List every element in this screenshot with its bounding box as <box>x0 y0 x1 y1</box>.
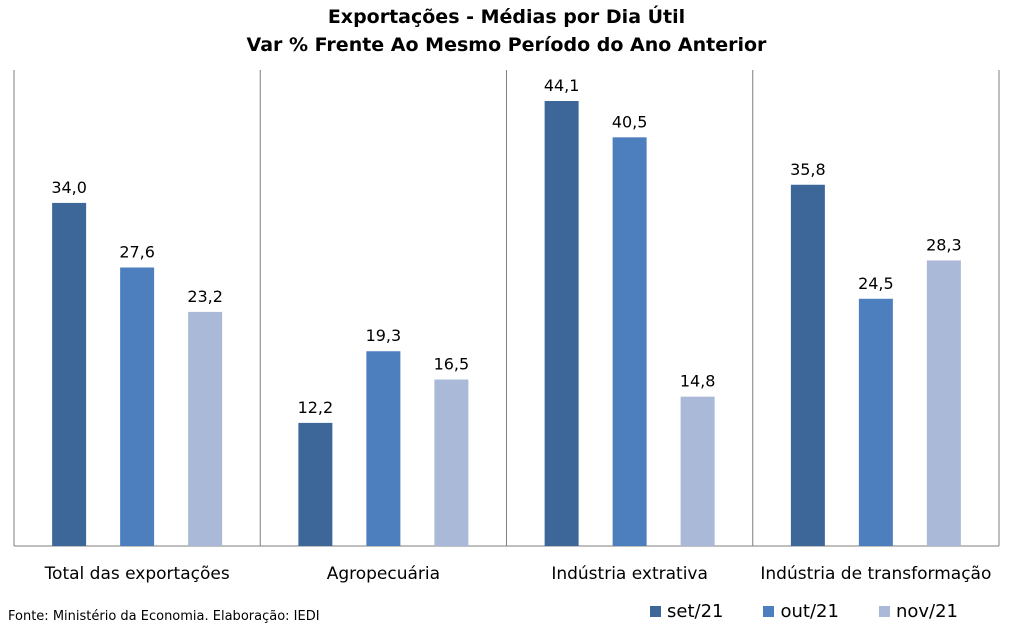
bar <box>434 379 469 546</box>
bar <box>188 311 223 546</box>
data-label: 24,5 <box>858 274 894 293</box>
bar <box>790 184 825 546</box>
category-label: Agropecuária <box>327 564 440 584</box>
data-label: 14,8 <box>680 372 716 391</box>
bar <box>366 351 401 546</box>
chart-title: Exportações - Médias por Dia Útil <box>327 6 686 28</box>
chart-subtitle: Var % Frente Ao Mesmo Período do Ano Ant… <box>246 34 767 56</box>
data-label: 19,3 <box>366 326 402 345</box>
data-label: 23,2 <box>187 287 223 306</box>
data-label: 27,6 <box>119 242 155 261</box>
bar <box>298 422 333 546</box>
bar <box>926 260 961 546</box>
bar <box>544 101 579 546</box>
bar <box>120 267 155 546</box>
data-label: 44,1 <box>544 76 580 95</box>
legend-swatch <box>878 606 890 617</box>
source-note: Fonte: Ministério da Economia. Elaboraçã… <box>8 609 320 624</box>
legend-item: set/21 <box>650 601 723 622</box>
legend-swatch <box>650 606 661 617</box>
data-label: 40,5 <box>612 112 648 131</box>
category-label: Indústria de transformação <box>760 564 991 584</box>
legend: set/21 out/21 nov/21 <box>650 601 958 622</box>
bar <box>52 202 87 546</box>
data-label: 28,3 <box>926 235 962 254</box>
legend-swatch <box>763 606 775 617</box>
bar <box>612 137 647 546</box>
legend-label: out/21 <box>780 601 839 622</box>
bar <box>858 298 893 546</box>
bar <box>680 396 715 546</box>
category-label: Indústria extrativa <box>551 564 708 584</box>
data-label: 16,5 <box>434 355 470 374</box>
legend-label: set/21 <box>667 601 724 622</box>
data-label: 35,8 <box>790 160 826 179</box>
data-label: 12,2 <box>298 398 334 417</box>
category-label: Total das exportações <box>44 564 230 584</box>
data-label: 34,0 <box>51 178 87 197</box>
legend-item: nov/21 <box>878 601 958 622</box>
legend-item: out/21 <box>763 601 839 622</box>
legend-label: nov/21 <box>895 601 958 622</box>
